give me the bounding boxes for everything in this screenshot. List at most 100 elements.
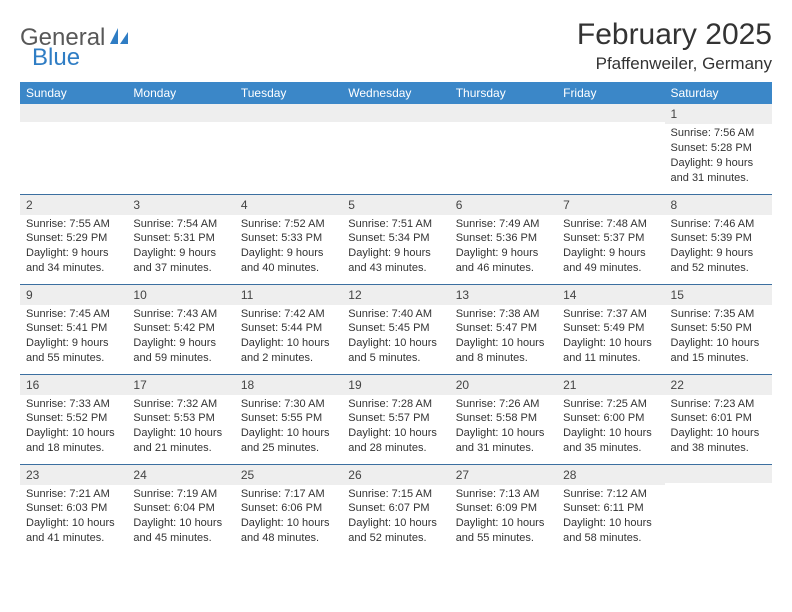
- day-header: Monday: [127, 82, 234, 104]
- day-line: Daylight: 9 hours: [348, 246, 443, 261]
- day-number: 14: [557, 285, 664, 305]
- day-line: Sunset: 6:00 PM: [563, 411, 658, 426]
- day-header: Sunday: [20, 82, 127, 104]
- calendar-cell: 3Sunrise: 7:54 AMSunset: 5:31 PMDaylight…: [127, 194, 234, 284]
- day-number: 20: [450, 375, 557, 395]
- day-line: Daylight: 10 hours: [133, 426, 228, 441]
- day-line: and 35 minutes.: [563, 441, 658, 456]
- day-line: and 31 minutes.: [671, 171, 766, 186]
- day-number: 22: [665, 375, 772, 395]
- calendar-week-row: 23Sunrise: 7:21 AMSunset: 6:03 PMDayligh…: [20, 464, 772, 554]
- day-line: Sunset: 6:03 PM: [26, 501, 121, 516]
- day-line: and 58 minutes.: [563, 531, 658, 546]
- calendar-cell: 18Sunrise: 7:30 AMSunset: 5:55 PMDayligh…: [235, 374, 342, 464]
- day-line: Sunrise: 7:23 AM: [671, 397, 766, 412]
- day-content: [450, 122, 557, 130]
- day-line: and 5 minutes.: [348, 351, 443, 366]
- day-content: Sunrise: 7:38 AMSunset: 5:47 PMDaylight:…: [450, 305, 557, 372]
- day-content: Sunrise: 7:30 AMSunset: 5:55 PMDaylight:…: [235, 395, 342, 462]
- day-line: Daylight: 10 hours: [26, 516, 121, 531]
- day-number: 2: [20, 195, 127, 215]
- day-content: Sunrise: 7:46 AMSunset: 5:39 PMDaylight:…: [665, 215, 772, 282]
- day-line: Sunset: 5:42 PM: [133, 321, 228, 336]
- day-line: Sunset: 5:29 PM: [26, 231, 121, 246]
- day-number: [235, 104, 342, 122]
- day-line: and 21 minutes.: [133, 441, 228, 456]
- day-line: Sunrise: 7:21 AM: [26, 487, 121, 502]
- day-number: 6: [450, 195, 557, 215]
- calendar-cell: 14Sunrise: 7:37 AMSunset: 5:49 PMDayligh…: [557, 284, 664, 374]
- day-line: Sunrise: 7:28 AM: [348, 397, 443, 412]
- day-content: Sunrise: 7:42 AMSunset: 5:44 PMDaylight:…: [235, 305, 342, 372]
- day-header: Wednesday: [342, 82, 449, 104]
- calendar-cell: 11Sunrise: 7:42 AMSunset: 5:44 PMDayligh…: [235, 284, 342, 374]
- day-line: Sunset: 5:33 PM: [241, 231, 336, 246]
- calendar-cell: 25Sunrise: 7:17 AMSunset: 6:06 PMDayligh…: [235, 464, 342, 554]
- day-number: 26: [342, 465, 449, 485]
- calendar-week-row: 1Sunrise: 7:56 AMSunset: 5:28 PMDaylight…: [20, 104, 772, 194]
- day-line: Sunrise: 7:55 AM: [26, 217, 121, 232]
- day-line: Sunset: 5:49 PM: [563, 321, 658, 336]
- day-line: Sunset: 5:55 PM: [241, 411, 336, 426]
- day-number: [342, 104, 449, 122]
- calendar-cell: 7Sunrise: 7:48 AMSunset: 5:37 PMDaylight…: [557, 194, 664, 284]
- day-content: Sunrise: 7:12 AMSunset: 6:11 PMDaylight:…: [557, 485, 664, 552]
- day-line: Daylight: 10 hours: [456, 336, 551, 351]
- day-line: Sunset: 5:53 PM: [133, 411, 228, 426]
- day-line: Sunrise: 7:42 AM: [241, 307, 336, 322]
- day-content: Sunrise: 7:17 AMSunset: 6:06 PMDaylight:…: [235, 485, 342, 552]
- calendar-cell: [235, 104, 342, 194]
- calendar-cell: 26Sunrise: 7:15 AMSunset: 6:07 PMDayligh…: [342, 464, 449, 554]
- day-line: and 52 minutes.: [348, 531, 443, 546]
- day-line: Sunset: 6:07 PM: [348, 501, 443, 516]
- day-content: Sunrise: 7:56 AMSunset: 5:28 PMDaylight:…: [665, 124, 772, 191]
- day-line: and 43 minutes.: [348, 261, 443, 276]
- day-line: Sunrise: 7:19 AM: [133, 487, 228, 502]
- day-number: 4: [235, 195, 342, 215]
- calendar-cell: 16Sunrise: 7:33 AMSunset: 5:52 PMDayligh…: [20, 374, 127, 464]
- day-header: Tuesday: [235, 82, 342, 104]
- day-line: Daylight: 9 hours: [671, 156, 766, 171]
- day-content: [665, 483, 772, 491]
- sail-icon: [108, 26, 130, 51]
- calendar-cell: 19Sunrise: 7:28 AMSunset: 5:57 PMDayligh…: [342, 374, 449, 464]
- day-number: 28: [557, 465, 664, 485]
- day-content: Sunrise: 7:28 AMSunset: 5:57 PMDaylight:…: [342, 395, 449, 462]
- day-number: 3: [127, 195, 234, 215]
- calendar-cell: 28Sunrise: 7:12 AMSunset: 6:11 PMDayligh…: [557, 464, 664, 554]
- day-number: [557, 104, 664, 122]
- day-line: Daylight: 10 hours: [26, 426, 121, 441]
- day-content: Sunrise: 7:32 AMSunset: 5:53 PMDaylight:…: [127, 395, 234, 462]
- day-line: and 41 minutes.: [26, 531, 121, 546]
- day-line: Daylight: 10 hours: [456, 516, 551, 531]
- day-content: Sunrise: 7:35 AMSunset: 5:50 PMDaylight:…: [665, 305, 772, 372]
- day-line: Daylight: 10 hours: [348, 426, 443, 441]
- logo-word2: Blue: [32, 44, 80, 71]
- day-line: Sunrise: 7:13 AM: [456, 487, 551, 502]
- day-line: Sunrise: 7:56 AM: [671, 126, 766, 141]
- day-line: and 31 minutes.: [456, 441, 551, 456]
- day-number: [127, 104, 234, 122]
- day-line: Daylight: 9 hours: [563, 246, 658, 261]
- day-line: Daylight: 10 hours: [348, 516, 443, 531]
- day-line: Sunrise: 7:52 AM: [241, 217, 336, 232]
- day-line: Sunrise: 7:46 AM: [671, 217, 766, 232]
- calendar-cell: [127, 104, 234, 194]
- day-line: Daylight: 9 hours: [26, 336, 121, 351]
- calendar-cell: 6Sunrise: 7:49 AMSunset: 5:36 PMDaylight…: [450, 194, 557, 284]
- day-line: Daylight: 10 hours: [563, 336, 658, 351]
- day-number: 15: [665, 285, 772, 305]
- day-line: Sunrise: 7:48 AM: [563, 217, 658, 232]
- day-line: Sunset: 6:09 PM: [456, 501, 551, 516]
- day-line: Sunset: 6:01 PM: [671, 411, 766, 426]
- day-content: Sunrise: 7:33 AMSunset: 5:52 PMDaylight:…: [20, 395, 127, 462]
- day-line: Daylight: 10 hours: [563, 516, 658, 531]
- day-line: Daylight: 10 hours: [241, 516, 336, 531]
- day-line: Sunrise: 7:17 AM: [241, 487, 336, 502]
- day-line: Sunrise: 7:33 AM: [26, 397, 121, 412]
- day-content: Sunrise: 7:40 AMSunset: 5:45 PMDaylight:…: [342, 305, 449, 372]
- day-line: and 25 minutes.: [241, 441, 336, 456]
- day-line: Daylight: 9 hours: [133, 336, 228, 351]
- day-line: Sunset: 5:37 PM: [563, 231, 658, 246]
- calendar-cell: 23Sunrise: 7:21 AMSunset: 6:03 PMDayligh…: [20, 464, 127, 554]
